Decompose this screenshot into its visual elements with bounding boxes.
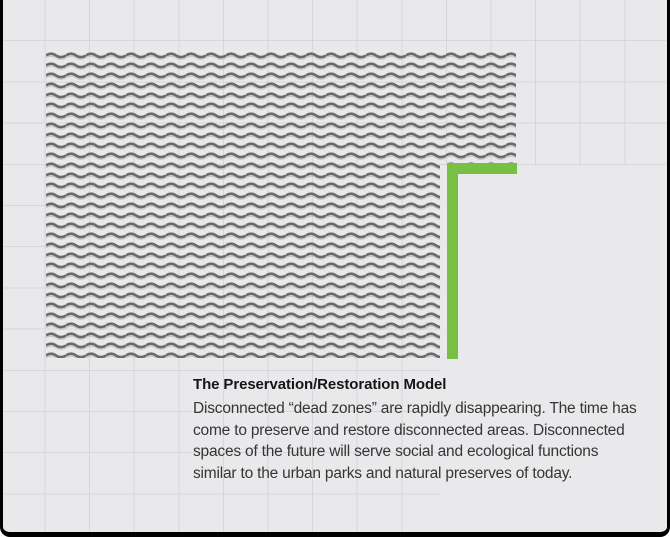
wave-area-upper bbox=[46, 50, 516, 163]
wave-texture-block bbox=[46, 50, 516, 358]
caption-title: The Preservation/Restoration Model bbox=[193, 376, 447, 393]
caption-body-line-3: spaces of the future will serve social a… bbox=[193, 443, 599, 460]
caption-body-line-1: Disconnected “dead zones” are rapidly di… bbox=[193, 400, 637, 417]
caption-body-line-2: come to preserve and restore disconnecte… bbox=[193, 421, 625, 439]
figure-caption: The Preservation/Restoration Model Disco… bbox=[193, 376, 665, 484]
wave-area-lower bbox=[46, 163, 440, 358]
caption-body-line-4: similar to the urban parks and natural p… bbox=[193, 464, 573, 482]
green-corner-bracket-horizontal bbox=[447, 163, 517, 174]
green-corner-bracket-vertical bbox=[447, 163, 458, 359]
